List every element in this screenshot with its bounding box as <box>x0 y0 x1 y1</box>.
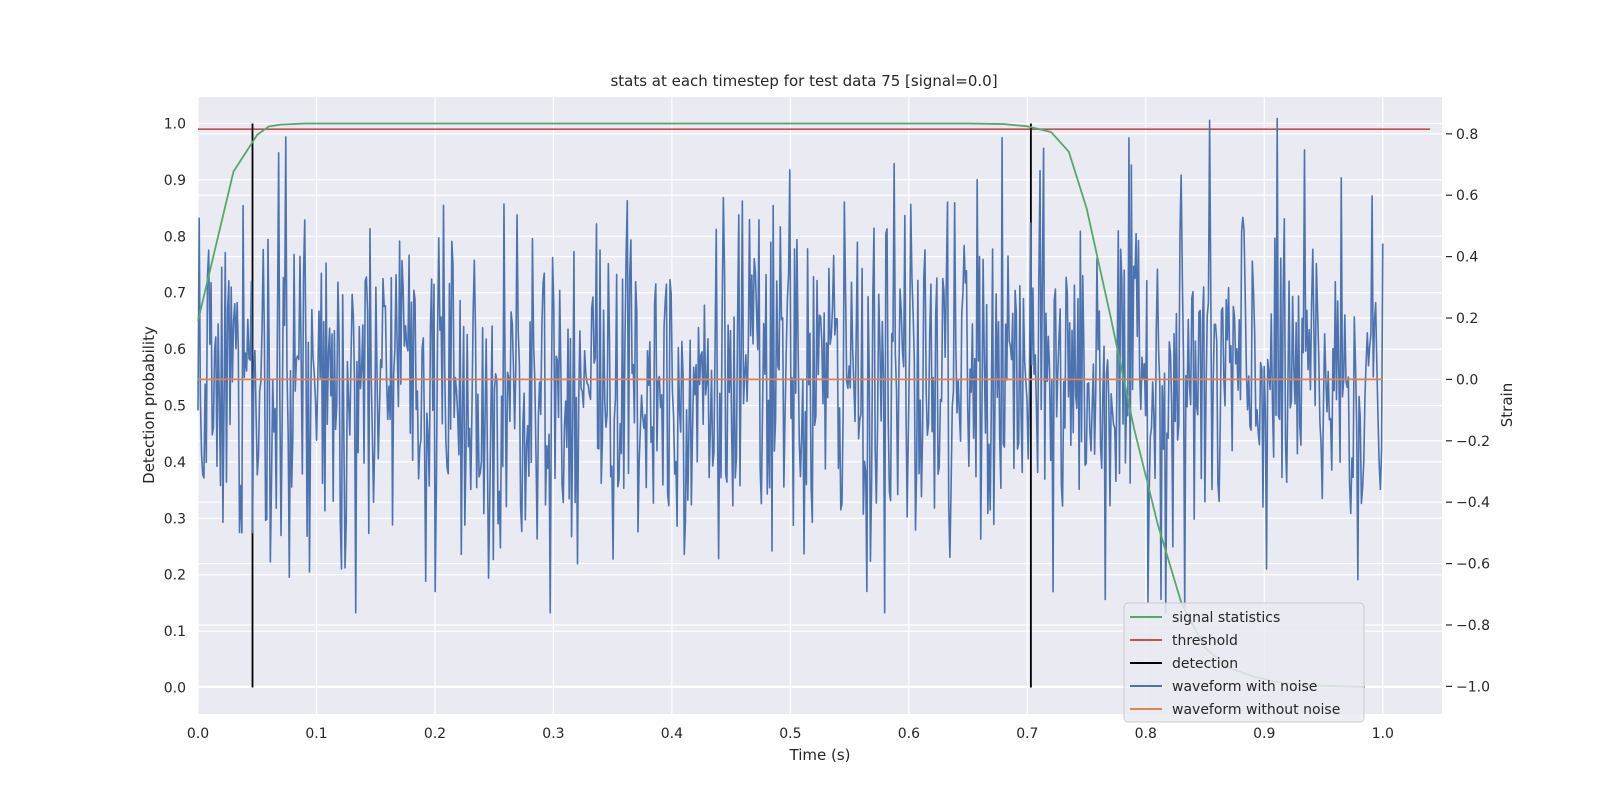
y2-ticks: −1.0 −0.8 −0.6 −0.4 −0.2 0.0 0.2 0.4 0.6 0.8 <box>1446 127 1490 695</box>
y-tick-label: 0.3 <box>164 511 186 527</box>
x-tick-label: 0.8 <box>1135 726 1157 742</box>
x-tick-label: 1.0 <box>1372 726 1394 742</box>
legend-label-detection: detection <box>1172 656 1238 672</box>
y-tick-label: 0.4 <box>164 455 186 471</box>
x-tick-label: 0.9 <box>1253 726 1275 742</box>
waveform-with-noise-line <box>197 117 1384 614</box>
legend: signal statistics threshold detection wa… <box>1123 602 1365 723</box>
y2-tick-label: −1.0 <box>1456 679 1490 695</box>
y2-tick-label: 0.2 <box>1456 311 1478 327</box>
y-tick-label: 0.6 <box>164 342 186 358</box>
y-tick-label: 1.0 <box>164 117 186 133</box>
legend-label-waveform-with-noise: waveform with noise <box>1172 679 1317 695</box>
chart-title: stats at each timestep for test data 75 … <box>610 72 997 90</box>
legend-label-signal-statistics: signal statistics <box>1172 610 1280 626</box>
y2-tick-label: 0.6 <box>1456 188 1478 204</box>
y-axis-label: Detection probability <box>140 326 158 484</box>
y2-tick-label: −0.8 <box>1456 618 1490 634</box>
y-tick-label: 0.0 <box>164 680 186 696</box>
y-tick-label: 0.8 <box>164 229 186 245</box>
y2-tick-label: −0.2 <box>1456 434 1490 450</box>
legend-label-waveform-without-noise: waveform without noise <box>1172 702 1340 718</box>
y2-tick-label: 0.4 <box>1456 250 1478 266</box>
x-axis-label: Time (s) <box>789 746 851 764</box>
x-tick-label: 0.6 <box>898 726 920 742</box>
y2-tick-label: −0.4 <box>1456 495 1490 511</box>
x-tick-label: 0.1 <box>305 726 327 742</box>
x-ticks: 0.0 0.1 0.2 0.3 0.4 0.5 0.6 0.7 0.8 0.9 1.0 <box>187 726 1394 742</box>
y-tick-label: 0.5 <box>164 399 186 415</box>
y-tick-label: 0.9 <box>164 173 186 189</box>
y2-tick-label: 0.8 <box>1456 127 1478 143</box>
y-tick-label: 0.7 <box>164 286 186 302</box>
x-tick-label: 0.3 <box>542 726 564 742</box>
legend-label-threshold: threshold <box>1172 633 1238 649</box>
y-tick-label: 0.1 <box>164 624 186 640</box>
x-tick-label: 0.7 <box>1016 726 1038 742</box>
x-tick-label: 0.5 <box>779 726 801 742</box>
y2-tick-label: −0.6 <box>1456 557 1490 573</box>
y2-axis-label: Strain <box>1498 383 1516 427</box>
legend-box <box>1123 602 1365 723</box>
x-tick-label: 0.0 <box>187 726 209 742</box>
x-tick-label: 0.2 <box>424 726 446 742</box>
y-tick-label: 0.2 <box>164 568 186 584</box>
x-tick-label: 0.4 <box>661 726 683 742</box>
waveform-with-noise-series <box>197 117 1384 614</box>
y2-tick-label: 0.0 <box>1456 372 1478 388</box>
y-ticks: 0.0 0.1 0.2 0.3 0.4 0.5 0.6 0.7 0.8 0.9 1.0 <box>164 117 186 697</box>
